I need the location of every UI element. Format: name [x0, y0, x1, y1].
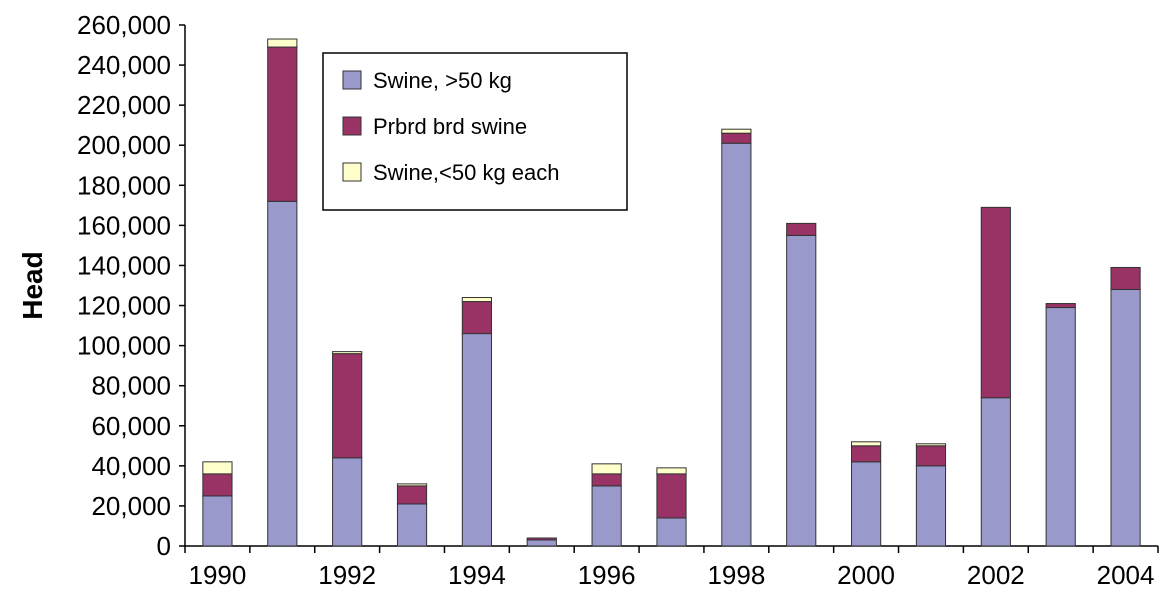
- bar-segment: [202, 495, 233, 547]
- y-tick-label: 60,000: [91, 411, 171, 441]
- legend-entry: Swine, >50 kg: [373, 68, 512, 93]
- legend-swatch: [342, 162, 362, 182]
- bar-segment: [656, 517, 687, 547]
- legend: Swine, >50 kg Prbrd brd swine Swine,<50 kg…: [322, 52, 628, 211]
- bar-segment: [851, 445, 882, 463]
- bar-segment: [1045, 307, 1076, 547]
- legend-box: [322, 52, 628, 211]
- bar-segment: [332, 353, 363, 459]
- bar-segment: [915, 445, 947, 467]
- x-tick-label: 2004: [1097, 560, 1155, 590]
- bar-segment: [591, 463, 622, 475]
- bar-segment: [1110, 289, 1141, 547]
- y-tick-label: 140,000: [77, 250, 171, 280]
- bar-segment: [267, 46, 298, 202]
- x-tick-label: 1996: [578, 560, 636, 590]
- bar-segment: [396, 485, 428, 505]
- bar-segment: [202, 461, 233, 475]
- x-tick-label: 1998: [707, 560, 765, 590]
- legend-swatch: [342, 116, 362, 136]
- legend-entry: Prbrd brd swine: [373, 114, 527, 139]
- bar-segment: [202, 473, 233, 497]
- bar-segment: [721, 132, 752, 144]
- bar-segment: [721, 128, 752, 134]
- bar-segment: [786, 234, 817, 547]
- bar-segment: [915, 443, 947, 447]
- x-axis: 1990 1992 1994 1996 1998 2000 2002 2004: [184, 545, 1159, 590]
- bar-segment: [915, 465, 947, 547]
- bar-segment: [461, 333, 492, 547]
- x-tick-label: 1990: [189, 560, 247, 590]
- y-axis-label: Head: [17, 251, 48, 319]
- y-tick-label: 260,000: [77, 10, 171, 40]
- bar-segment: [721, 142, 752, 547]
- x-tick-label: 1992: [318, 560, 376, 590]
- bar-segment: [332, 351, 363, 355]
- y-tick-label: 100,000: [77, 331, 171, 361]
- y-axis: 0 20,000 40,000 60,000 80,000 100,000 120,000 1…: [77, 10, 186, 561]
- bars: [202, 38, 1141, 547]
- y-tick-label: 40,000: [91, 451, 171, 481]
- bar-segment: [461, 297, 492, 303]
- y-tick-label: 240,000: [77, 50, 171, 80]
- y-tick-label: 80,000: [91, 371, 171, 401]
- bar-segment: [591, 473, 622, 487]
- x-tick-label: 2000: [837, 560, 895, 590]
- y-tick-label: 160,000: [77, 210, 171, 240]
- y-tick-label: 0: [157, 531, 171, 561]
- x-tick-label: 2002: [967, 560, 1025, 590]
- x-tick-label: 1994: [448, 560, 506, 590]
- bar-segment: [526, 537, 557, 541]
- bar-segment: [786, 222, 817, 236]
- bar-segment: [591, 485, 622, 547]
- bar-segment: [396, 483, 428, 487]
- legend-swatch: [342, 70, 362, 90]
- bar-segment: [1045, 303, 1076, 309]
- y-tick-label: 220,000: [77, 90, 171, 120]
- legend-entry: Swine,<50 kg each: [373, 160, 560, 185]
- bar-segment: [267, 38, 298, 48]
- y-tick-label: 200,000: [77, 130, 171, 160]
- bar-segment: [461, 301, 492, 335]
- y-tick-label: 180,000: [77, 170, 171, 200]
- bar-segment: [267, 200, 298, 547]
- y-tick-label: 120,000: [77, 291, 171, 321]
- bar-segment: [656, 473, 687, 519]
- bar-segment: [980, 206, 1011, 399]
- bar-segment: [526, 539, 557, 547]
- y-tick-label: 20,000: [91, 491, 171, 521]
- bar-segment: [851, 441, 882, 447]
- bar-segment: [396, 503, 428, 547]
- bar-segment: [980, 397, 1011, 547]
- bar-segment: [656, 467, 687, 475]
- bar-segment: [332, 457, 363, 547]
- bar-segment: [851, 461, 882, 547]
- bar-segment: [1110, 266, 1141, 291]
